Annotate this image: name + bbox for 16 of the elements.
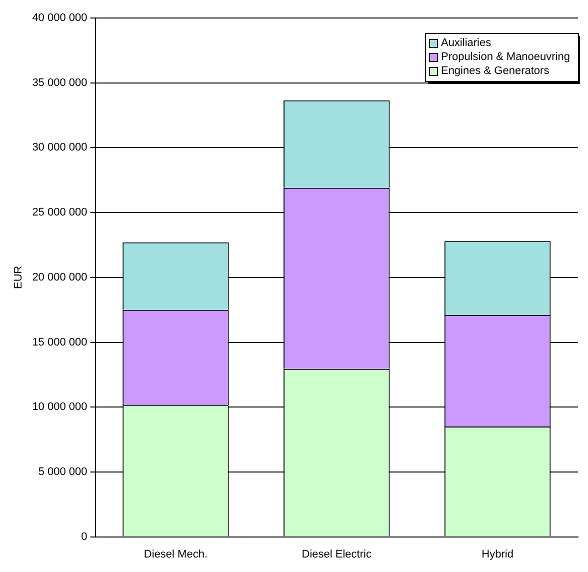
legend-label: Propulsion & Manoeuvring (440, 51, 570, 64)
y-tick-label: 25 000 000 (32, 206, 88, 219)
legend-label: Auxiliaries (440, 37, 492, 50)
y-tick-label: 20 000 000 (32, 271, 88, 284)
y-tick-label: 40 000 000 (32, 12, 88, 24)
x-tick-label: Hybrid (482, 548, 514, 560)
y-axis-title: EUR (12, 266, 25, 290)
y-tick-label: 15 000 000 (32, 336, 88, 348)
y-tick-label: 5 000 000 (38, 466, 88, 478)
x-tick-label: Diesel Mech. (144, 548, 208, 560)
y-tick-label: 30 000 000 (32, 142, 88, 154)
y-tick-label: 35 000 000 (32, 76, 88, 89)
legend-label: Engines & Generators (440, 65, 550, 78)
x-tick-label: Diesel Electric (302, 548, 372, 560)
y-tick-label: 10 000 000 (32, 401, 88, 414)
y-tick-label: 0 (81, 530, 88, 543)
